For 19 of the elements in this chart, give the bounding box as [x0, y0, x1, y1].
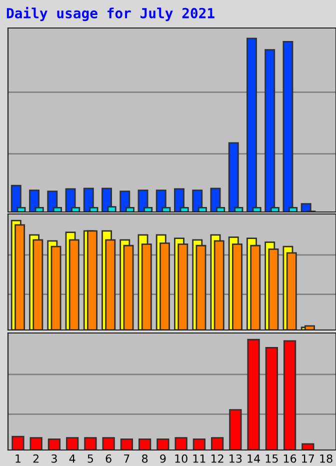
chart-title: Daily usage for July 2021 [6, 6, 214, 22]
x-tick-label: 8 [142, 454, 148, 463]
x-tick-label: 5 [88, 454, 94, 463]
x-tick-label: 16 [284, 454, 296, 463]
x-tick-label: 7 [124, 454, 130, 463]
x-tick-label: 12 [211, 454, 224, 463]
x-tick-label: 6 [106, 454, 112, 463]
x-tick-label: 14 [248, 454, 260, 463]
x-tick-label: 3 [52, 454, 57, 463]
x-tick-label: 2 [33, 454, 39, 463]
x-tick-label: 15 [266, 454, 278, 463]
x-tick-label: 1 [16, 454, 20, 463]
x-tick-label: 10 [175, 454, 188, 463]
x-tick-label: 18 [320, 454, 332, 463]
x-tick-label: 13 [230, 454, 242, 463]
x-tick-label: 4 [69, 454, 76, 463]
x-tick-label: 9 [160, 454, 166, 463]
x-tick-label: 17 [302, 454, 314, 463]
x-tick-label: 11 [193, 454, 206, 463]
